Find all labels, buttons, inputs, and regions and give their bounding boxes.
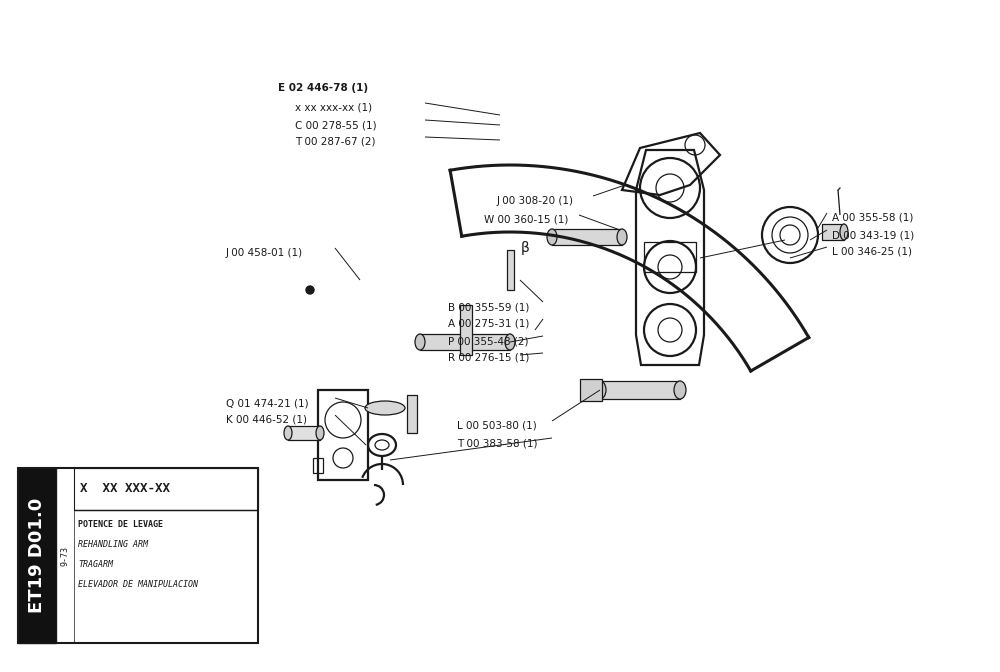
Bar <box>18 468 56 643</box>
Text: T 00 287-67 (2): T 00 287-67 (2) <box>295 137 376 147</box>
Text: B 00 355-59 (1): B 00 355-59 (1) <box>448 302 529 312</box>
Text: W 00 360-15 (1): W 00 360-15 (1) <box>484 215 568 225</box>
Circle shape <box>306 286 314 294</box>
Text: J 00 458-01 (1): J 00 458-01 (1) <box>226 248 303 258</box>
Bar <box>407 395 417 433</box>
Text: L 00 346-25 (1): L 00 346-25 (1) <box>832 247 912 257</box>
Ellipse shape <box>617 229 627 245</box>
Text: POTENCE DE LEVAGE: POTENCE DE LEVAGE <box>78 520 163 529</box>
Bar <box>74 468 258 510</box>
Text: P 00 355-48 (2): P 00 355-48 (2) <box>448 336 528 346</box>
Text: x xx xxx-xx (1): x xx xxx-xx (1) <box>295 103 372 113</box>
Text: A 00 355-58 (1): A 00 355-58 (1) <box>832 213 913 223</box>
Text: REHANDLING ARM: REHANDLING ARM <box>78 540 148 549</box>
Bar <box>644 242 696 272</box>
Ellipse shape <box>284 426 292 440</box>
Text: R 00 276-15 (1): R 00 276-15 (1) <box>448 353 529 363</box>
Bar <box>288 426 320 440</box>
Text: E 02 446-78 (1): E 02 446-78 (1) <box>278 83 368 93</box>
Bar <box>580 379 602 401</box>
Ellipse shape <box>316 426 324 440</box>
Text: T 00 383-58 (1): T 00 383-58 (1) <box>457 438 538 448</box>
Text: J 00 308-20 (1): J 00 308-20 (1) <box>497 196 574 206</box>
Ellipse shape <box>840 224 848 240</box>
Ellipse shape <box>547 229 557 245</box>
Ellipse shape <box>674 381 686 399</box>
Ellipse shape <box>505 334 515 350</box>
Bar <box>18 468 258 643</box>
Bar <box>460 305 472 355</box>
Ellipse shape <box>594 381 606 399</box>
Bar <box>56 468 74 643</box>
Bar <box>600 381 680 399</box>
Bar <box>822 224 844 240</box>
Text: 9-73: 9-73 <box>60 546 70 566</box>
Text: ELEVADOR DE MANIPULACION: ELEVADOR DE MANIPULACION <box>78 580 198 589</box>
Text: A 00 275-31 (1): A 00 275-31 (1) <box>448 319 529 329</box>
Text: K 00 446-52 (1): K 00 446-52 (1) <box>226 415 307 425</box>
Bar <box>420 334 510 350</box>
Bar <box>507 250 514 290</box>
Text: D 00 343-19 (1): D 00 343-19 (1) <box>832 230 914 240</box>
Text: L 00 503-80 (1): L 00 503-80 (1) <box>457 421 537 431</box>
Bar <box>552 229 622 245</box>
Text: X  XX XXX-XX: X XX XXX-XX <box>80 482 170 495</box>
Ellipse shape <box>415 334 425 350</box>
Bar <box>313 458 323 473</box>
Text: β: β <box>521 241 529 255</box>
Text: TRAGARM: TRAGARM <box>78 560 113 569</box>
Text: C 00 278-55 (1): C 00 278-55 (1) <box>295 120 377 130</box>
Text: Q 01 474-21 (1): Q 01 474-21 (1) <box>226 398 309 408</box>
Text: ET19 D01.0: ET19 D01.0 <box>28 498 46 613</box>
Bar <box>318 390 368 480</box>
Ellipse shape <box>365 401 405 415</box>
